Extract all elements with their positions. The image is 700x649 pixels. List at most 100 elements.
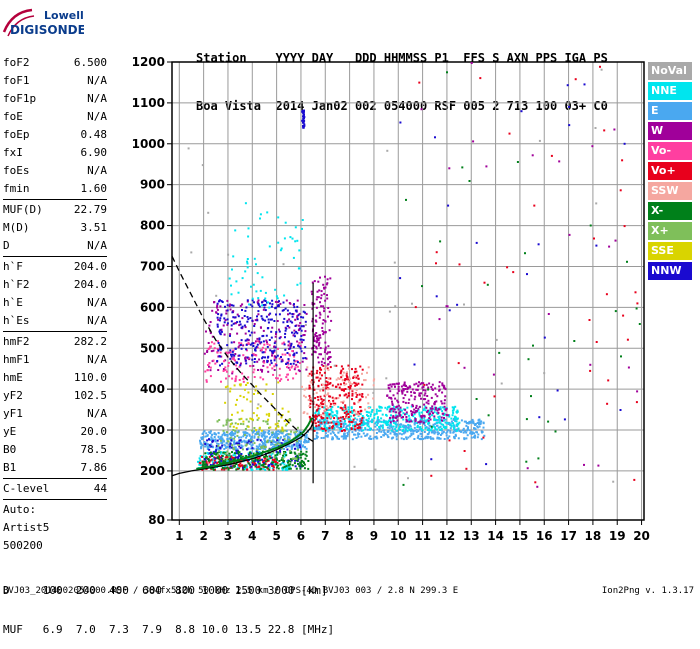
echo-point bbox=[354, 428, 357, 431]
echo-point bbox=[320, 294, 323, 297]
echo-point bbox=[380, 417, 383, 420]
echo-point bbox=[410, 432, 413, 435]
echo-point bbox=[246, 356, 249, 359]
echo-point bbox=[275, 458, 278, 461]
ionogram-plot: 1 2 3 4 5 6 7 8 9 10 11 12 13 14 15 16 17 18 19 20802003004… bbox=[132, 55, 650, 543]
echo-point bbox=[331, 438, 334, 441]
echo-point bbox=[286, 366, 288, 369]
echo-point bbox=[250, 285, 252, 288]
echo-point bbox=[209, 366, 212, 369]
echo-point bbox=[591, 145, 594, 148]
echo-point bbox=[314, 417, 317, 420]
x-tick-label: 17 bbox=[560, 529, 577, 543]
echo-point bbox=[432, 412, 434, 415]
echo-point bbox=[236, 431, 239, 434]
echo-point bbox=[271, 351, 274, 354]
echo-point bbox=[316, 415, 318, 418]
echo-point bbox=[266, 366, 269, 369]
echo-point bbox=[429, 407, 432, 410]
echo-point bbox=[376, 422, 379, 425]
echo-point bbox=[224, 305, 226, 308]
param-label: D bbox=[3, 239, 10, 252]
echo-point bbox=[426, 411, 429, 413]
echo-point bbox=[327, 315, 329, 318]
echo-point bbox=[219, 364, 221, 367]
echo-point bbox=[234, 347, 237, 350]
echo-point bbox=[401, 430, 404, 432]
echo-point bbox=[335, 385, 338, 388]
echo-point bbox=[316, 396, 319, 398]
echo-point bbox=[199, 455, 202, 457]
echo-point bbox=[400, 389, 403, 392]
echo-point bbox=[260, 429, 263, 432]
echo-point bbox=[440, 423, 443, 426]
echo-point bbox=[222, 461, 225, 464]
param-label: C-level bbox=[3, 482, 50, 495]
echo-point bbox=[347, 394, 350, 397]
echo-point bbox=[264, 300, 267, 302]
echo-point bbox=[246, 448, 249, 451]
echo-point bbox=[227, 253, 230, 256]
x-tick-label: 10 bbox=[390, 529, 407, 543]
echo-point bbox=[256, 414, 258, 417]
echo-point bbox=[315, 320, 318, 323]
echo-point bbox=[259, 459, 262, 462]
echo-point bbox=[236, 398, 238, 401]
echo-point bbox=[256, 360, 259, 363]
echo-point bbox=[262, 465, 265, 468]
echo-point bbox=[430, 386, 433, 388]
echo-point bbox=[239, 362, 242, 365]
echo-point bbox=[325, 428, 328, 431]
echo-point bbox=[237, 452, 240, 455]
echo-point bbox=[326, 383, 329, 386]
param-value: 102.5 bbox=[73, 389, 107, 402]
echo-point bbox=[538, 139, 541, 142]
echo-point bbox=[438, 388, 441, 391]
param-value: N/A bbox=[87, 353, 107, 366]
echo-point bbox=[293, 335, 296, 338]
echo-point bbox=[255, 340, 257, 343]
echo-point bbox=[231, 350, 234, 353]
echo-point bbox=[362, 421, 365, 424]
echo-point bbox=[301, 445, 304, 448]
echo-point bbox=[439, 429, 442, 431]
echo-point bbox=[218, 419, 221, 421]
echo-point bbox=[391, 402, 394, 405]
echo-point bbox=[319, 334, 322, 337]
echo-point bbox=[216, 302, 219, 305]
echo-point bbox=[408, 417, 411, 420]
echo-point bbox=[318, 353, 321, 356]
echo-point bbox=[234, 403, 237, 406]
echo-point bbox=[409, 429, 412, 432]
echo-point bbox=[273, 440, 276, 443]
echo-point bbox=[597, 464, 600, 467]
echo-point bbox=[268, 426, 270, 429]
echo-point bbox=[428, 382, 431, 385]
echo-point bbox=[241, 317, 244, 320]
echo-point bbox=[239, 462, 242, 465]
echo-point bbox=[275, 450, 278, 453]
echo-point bbox=[274, 427, 277, 430]
echo-point bbox=[228, 351, 231, 354]
echo-point bbox=[498, 351, 501, 354]
muf-distance-table: D 100 200 400 600 800 1000 1500 3000 [km… bbox=[3, 558, 334, 649]
echo-point bbox=[367, 393, 370, 396]
echo-point bbox=[258, 443, 261, 446]
echo-point bbox=[277, 381, 280, 384]
echo-point bbox=[635, 401, 638, 404]
echo-point bbox=[478, 421, 481, 424]
echo-point bbox=[259, 289, 262, 292]
echo-point bbox=[216, 306, 218, 309]
echo-point bbox=[354, 382, 357, 385]
echo-point bbox=[293, 457, 296, 460]
echo-point bbox=[613, 128, 616, 131]
echo-point bbox=[238, 454, 241, 457]
echo-point bbox=[368, 437, 371, 440]
echo-point bbox=[331, 384, 334, 387]
echo-point bbox=[246, 382, 249, 384]
echo-point bbox=[276, 422, 279, 425]
echo-point bbox=[266, 345, 269, 348]
x-tick-label: 1 bbox=[175, 529, 183, 543]
echo-point bbox=[328, 310, 331, 313]
echo-point bbox=[351, 368, 353, 371]
